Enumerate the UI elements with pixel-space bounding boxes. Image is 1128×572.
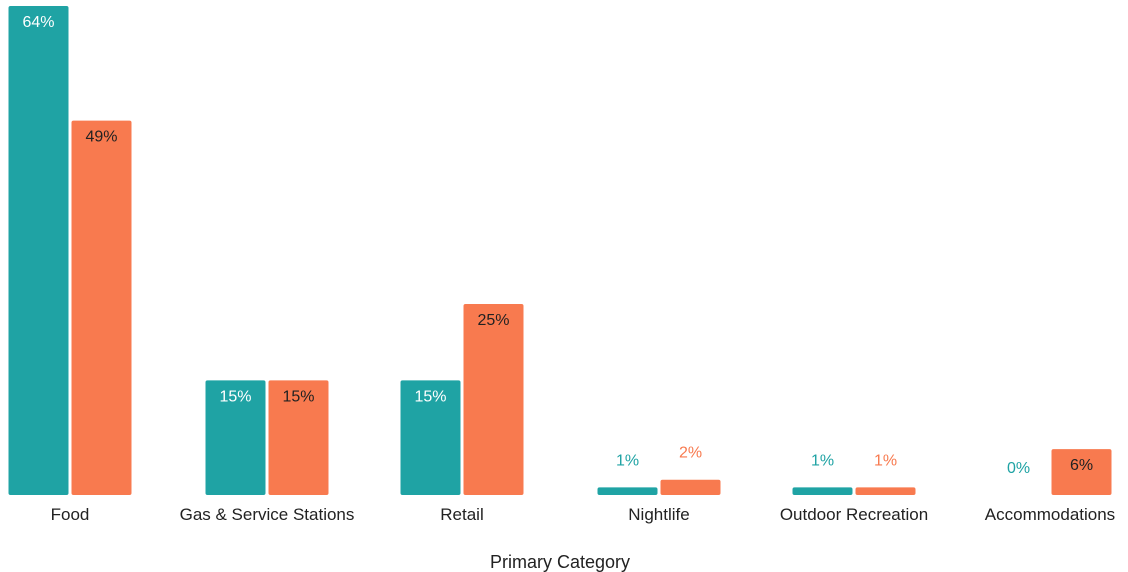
value-label-retail-series1: 15% xyxy=(414,388,446,405)
category-label-retail: Retail xyxy=(440,505,483,524)
category-labels-layer: Food Gas & Service Stations Retail Nightlif… xyxy=(51,505,1116,524)
x-axis-title: Primary Category xyxy=(490,552,630,572)
bar-retail-series2 xyxy=(463,303,524,495)
bar-outdoor-recreation-series1 xyxy=(792,487,853,495)
category-label-outdoor-recreation: Outdoor Recreation xyxy=(780,505,928,524)
category-label-gas-service-stations: Gas & Service Stations xyxy=(180,505,355,524)
category-label-accommodations: Accommodations xyxy=(985,505,1115,524)
category-label-food: Food xyxy=(51,505,90,524)
value-label-gas-service-stations-series2: 15% xyxy=(282,388,314,405)
value-label-food-series2: 49% xyxy=(85,129,117,146)
bar-nightlife-series1 xyxy=(597,487,658,495)
bar-gas-service-stations-series2 xyxy=(268,380,329,495)
bar-food-series1 xyxy=(8,6,69,495)
value-label-retail-series2: 25% xyxy=(477,312,509,329)
bar-outdoor-recreation-series2 xyxy=(855,487,916,495)
category-label-nightlife: Nightlife xyxy=(628,505,689,524)
bars-layer xyxy=(8,6,1112,495)
value-label-outdoor-recreation-series2: 1% xyxy=(874,452,897,469)
value-label-food-series1: 64% xyxy=(22,14,54,31)
value-label-nightlife-series1: 1% xyxy=(616,452,639,469)
value-label-outdoor-recreation-series1: 1% xyxy=(811,452,834,469)
bar-gas-service-stations-series1 xyxy=(205,380,266,495)
bar-nightlife-series2 xyxy=(660,479,721,495)
value-label-accommodations-series2: 6% xyxy=(1070,457,1093,474)
value-label-nightlife-series2: 2% xyxy=(679,445,702,462)
value-label-accommodations-series1: 0% xyxy=(1007,460,1030,477)
bar-accommodations-series2 xyxy=(1051,449,1112,495)
bar-retail-series1 xyxy=(400,380,461,495)
value-labels-layer: 64% 49% 15% 15% 15% 25% 1% 2% 1% 1% 0% 6% xyxy=(22,14,1093,477)
value-label-gas-service-stations-series1: 15% xyxy=(219,388,251,405)
bar-food-series2 xyxy=(71,120,132,495)
